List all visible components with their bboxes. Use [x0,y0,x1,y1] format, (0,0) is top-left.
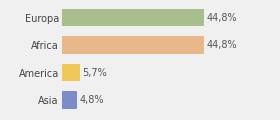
Bar [62,9,204,27]
Text: 44,8%: 44,8% [207,40,237,50]
Text: 5,7%: 5,7% [82,68,107,78]
Bar [62,64,80,81]
Bar [62,36,204,54]
Bar [62,91,77,109]
Text: 44,8%: 44,8% [207,13,237,23]
Text: 4,8%: 4,8% [80,95,104,105]
